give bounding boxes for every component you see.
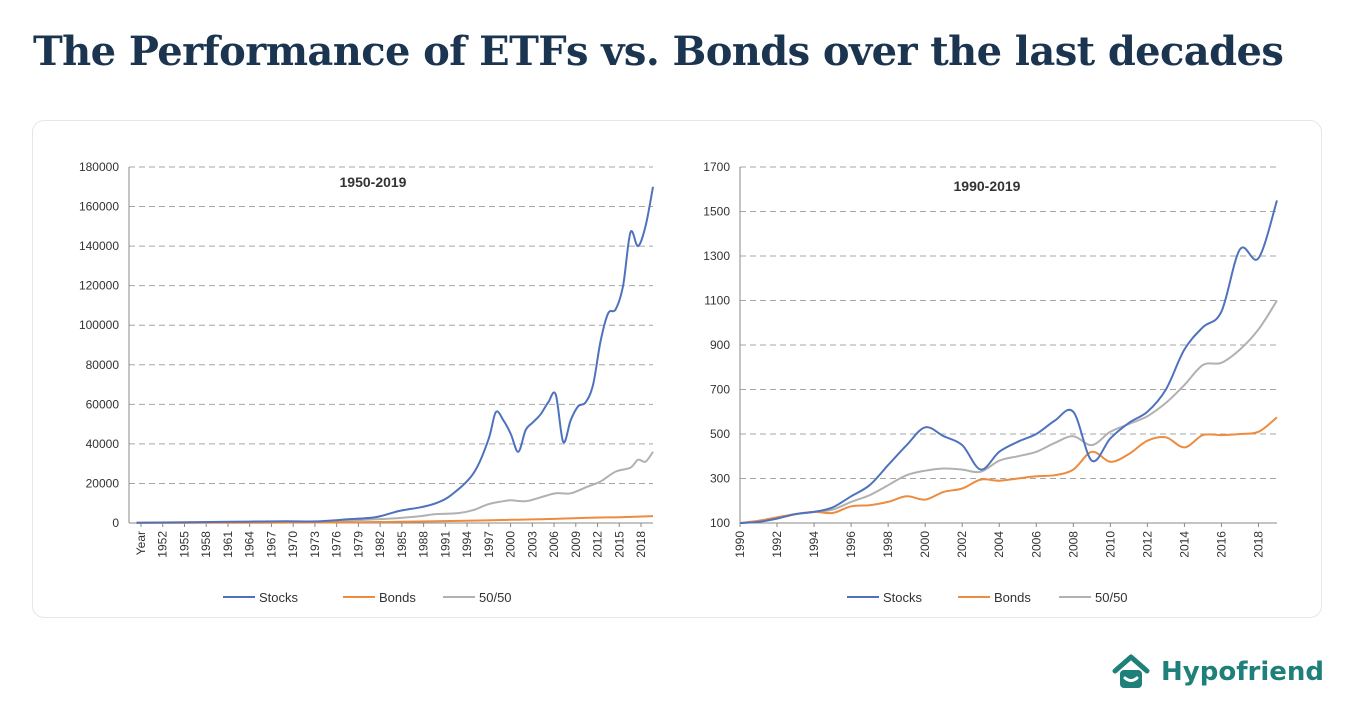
x-tick-label: 1958 [199, 531, 213, 558]
x-tick-label: 2003 [525, 531, 539, 558]
x-tick-label: 1988 [417, 531, 431, 558]
y-tick-label: 500 [710, 427, 730, 441]
x-tick-label: 1996 [844, 531, 858, 558]
x-tick-label: 2014 [1177, 531, 1191, 558]
y-tick-label: 180000 [79, 160, 119, 174]
x-tick-label: 1985 [395, 531, 409, 558]
x-tick-label: 1994 [460, 531, 474, 558]
x-tick-label: 2000 [918, 531, 932, 558]
x-tick-label: 2000 [504, 531, 518, 558]
x-tick-label: 2002 [955, 531, 969, 558]
x-tick-label: 1961 [221, 531, 235, 558]
x-tick-label: 1997 [482, 531, 496, 558]
legend-label: 50/50 [1095, 590, 1128, 605]
x-tick-label: 1952 [156, 531, 170, 558]
x-tick-label: 1973 [308, 531, 322, 558]
x-tick-label: 2009 [569, 531, 583, 558]
x-tick-label: 2018 [634, 531, 648, 558]
y-tick-label: 1100 [704, 294, 730, 308]
page-title: The Performance of ETFs vs. Bonds over t… [33, 28, 1284, 75]
y-tick-label: 20000 [86, 476, 120, 490]
y-tick-label: 1500 [703, 205, 730, 219]
y-tick-label: 100 [710, 516, 730, 530]
x-tick-label: 1955 [177, 531, 191, 558]
chart-2: 100 300 500 700 900 1100 1300 1500 1700 1990 1992 1… [703, 160, 1278, 605]
x-tick-label: 1990 [733, 531, 747, 558]
x-tick-label: 2008 [1066, 531, 1080, 558]
legend-label: Bonds [379, 590, 416, 605]
x-tick-label: 1998 [881, 531, 895, 558]
x-tick-label: 1992 [770, 531, 784, 558]
x-tick-label: 2015 [612, 531, 626, 558]
y-tick-label: 1300 [703, 249, 730, 263]
house-smile-icon [1112, 654, 1150, 688]
x-tick-label: 2012 [591, 531, 605, 558]
y-tick-label: 100000 [79, 318, 119, 332]
charts-card: 0 20000 40000 60000 80000 100000 120000 140000 1… [32, 120, 1322, 618]
x-tick-label: 1964 [243, 531, 257, 558]
y-tick-label: 60000 [86, 397, 120, 411]
y-tick-label: 1700 [703, 160, 730, 174]
y-tick-label: 700 [710, 383, 730, 397]
series-line-stocks [739, 200, 1278, 524]
x-tick-label: 1967 [264, 531, 278, 558]
brand-name: Hypofriend [1161, 657, 1324, 687]
x-tick-label: 2006 [547, 531, 561, 558]
y-tick-label: 0 [112, 516, 119, 530]
y-tick-label: 900 [710, 338, 730, 352]
series-line-50-50 [136, 451, 654, 524]
y-tick-label: 40000 [86, 437, 120, 451]
x-tick-label: 2004 [992, 531, 1006, 558]
x-tick-label: 2006 [1029, 531, 1043, 558]
x-tick-label: 1991 [438, 531, 452, 558]
legend-label: 50/50 [479, 590, 512, 605]
y-tick-label: 80000 [86, 358, 120, 372]
brand-logo[interactable]: Hypofriend [1111, 652, 1324, 692]
y-tick-label: 160000 [79, 200, 119, 214]
chart-title: 1990-2019 [954, 178, 1021, 194]
x-tick-label: Year [134, 531, 148, 555]
x-tick-label: 1979 [351, 531, 365, 558]
series-line-stocks [136, 186, 654, 524]
chart-1: 0 20000 40000 60000 80000 100000 120000 140000 1… [79, 160, 654, 605]
y-tick-label: 140000 [79, 239, 119, 253]
charts-canvas: 0 20000 40000 60000 80000 100000 120000 140000 1… [79, 160, 1278, 605]
legend-label: Stocks [883, 590, 923, 605]
x-tick-label: 1976 [330, 531, 344, 558]
x-tick-label: 2018 [1251, 531, 1265, 558]
x-tick-label: 2012 [1140, 531, 1154, 558]
x-tick-label: 1970 [286, 531, 300, 558]
y-tick-label: 300 [710, 472, 730, 486]
series-line-50-50 [739, 299, 1278, 524]
x-tick-label: 1994 [807, 531, 821, 558]
x-tick-label: 1982 [373, 531, 387, 558]
x-tick-label: 2016 [1214, 531, 1228, 558]
chart-title: 1950-2019 [340, 174, 407, 190]
x-tick-label: 2010 [1103, 531, 1117, 558]
series-line-bonds [136, 515, 654, 524]
series-line-bonds [739, 416, 1278, 524]
y-tick-label: 120000 [79, 279, 119, 293]
legend-label: Bonds [994, 590, 1031, 605]
legend-label: Stocks [259, 590, 299, 605]
